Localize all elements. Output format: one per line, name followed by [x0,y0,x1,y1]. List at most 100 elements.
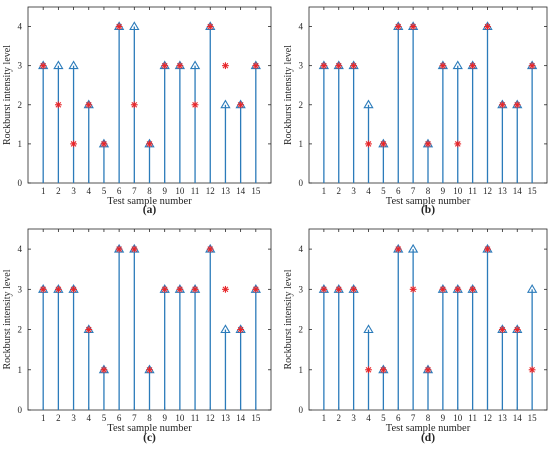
x-tick-label: 14 [236,413,246,423]
x-tick-label: 4 [87,413,92,423]
predicted-marker [237,326,245,333]
predicted-marker [469,285,477,293]
predicted-marker [528,366,536,374]
x-tick-label: 3 [71,186,76,196]
x-tick-label: 6 [396,186,401,196]
x-tick-label: 5 [102,413,107,423]
x-tick-label: 2 [337,413,342,423]
x-tick-label: 4 [366,413,371,423]
predicted-marker [335,62,343,70]
x-tick-label: 9 [162,186,167,196]
x-tick-label: 5 [102,186,107,196]
actual-marker [129,21,140,31]
y-axis-label: Rockburst intensity level [283,269,294,369]
x-tick-label: 10 [175,186,185,196]
x-tick-label: 7 [411,186,416,196]
x-tick-label: 4 [366,186,371,196]
x-tick-label: 9 [441,186,446,196]
predicted-marker [70,140,77,148]
y-tick-label: 3 [18,284,23,294]
panel-label: (d) [421,432,435,444]
actual-marker [53,60,64,70]
predicted-marker [161,285,169,293]
predicted-marker [176,62,184,70]
x-tick-label: 2 [56,413,61,423]
x-tick-label: 13 [498,186,508,196]
y-tick-label: 3 [299,284,304,294]
y-tick-label: 0 [18,178,23,188]
x-tick-label: 15 [251,186,261,196]
x-tick-label: 6 [117,186,122,196]
predicted-marker [115,245,123,253]
actual-marker [220,99,231,109]
predicted-marker [365,140,372,148]
actual-marker [452,60,463,70]
actual-marker [363,324,374,334]
x-tick-label: 14 [236,186,246,196]
predicted-marker [115,23,123,30]
predicted-marker [469,62,477,70]
x-tick-label: 1 [322,186,327,196]
predicted-marker [320,62,328,70]
actual-marker [189,60,201,70]
x-tick-label: 10 [453,413,463,423]
y-tick-label: 3 [299,61,304,71]
actual-marker [407,243,419,253]
predicted-marker [130,101,138,109]
predicted-marker [146,366,153,374]
predicted-marker [39,285,47,293]
panel-label: (a) [143,204,157,216]
x-tick-label: 14 [513,186,523,196]
predicted-marker [513,101,521,109]
predicted-marker [484,23,491,30]
y-tick-label: 4 [299,244,304,254]
actual-marker [363,99,374,109]
y-tick-label: 0 [299,405,304,415]
y-tick-label: 2 [299,325,304,335]
predicted-marker [54,101,62,109]
actual-marker [220,324,231,334]
predicted-marker [484,245,491,253]
y-axis-label: Rockburst intensity level [283,45,294,145]
x-tick-label: 8 [426,413,431,423]
x-tick-label: 11 [468,413,477,423]
y-tick-label: 3 [18,61,23,71]
predicted-marker [409,23,417,30]
predicted-marker [424,366,432,374]
x-tick-label: 1 [41,413,46,423]
predicted-marker [222,285,229,293]
predicted-marker [252,285,260,293]
predicted-marker [85,101,93,109]
predicted-marker [350,285,358,293]
x-tick-label: 12 [206,413,215,423]
predicted-marker [454,140,462,148]
predicted-marker [70,285,77,293]
y-axis-label: Rockburst intensity level [2,45,13,145]
x-tick-label: 12 [206,186,215,196]
x-tick-label: 4 [87,186,92,196]
predicted-marker [146,140,153,148]
x-tick-label: 13 [498,413,508,423]
predicted-marker [379,366,387,374]
x-tick-label: 9 [441,413,446,423]
x-tick-label: 11 [191,413,200,423]
x-tick-label: 13 [221,413,231,423]
x-tick-label: 8 [147,186,152,196]
x-tick-label: 2 [337,186,342,196]
predicted-marker [320,285,328,293]
predicted-marker [498,101,506,109]
predicted-marker [206,245,214,253]
predicted-marker [439,62,447,70]
predicted-marker [454,285,462,293]
panel-label: (b) [421,204,435,216]
y-tick-label: 4 [18,244,23,254]
predicted-marker [409,285,417,293]
predicted-marker [161,62,169,70]
predicted-marker [394,23,402,30]
x-tick-label: 3 [351,413,356,423]
predicted-marker [176,285,184,293]
predicted-marker [424,140,432,148]
actual-marker [526,284,538,293]
x-tick-label: 6 [117,413,122,423]
